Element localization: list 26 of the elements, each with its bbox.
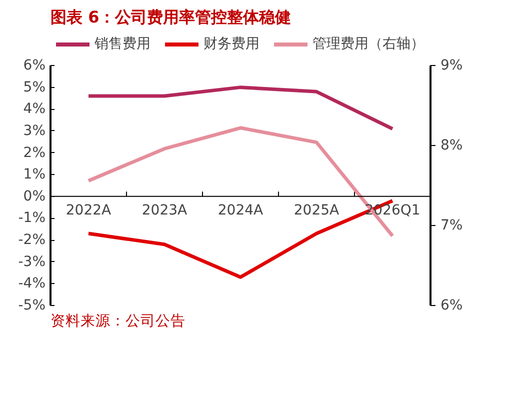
y2-tick-label: 7% (440, 218, 463, 234)
y-tick-label: 5% (23, 79, 46, 96)
y-tick-label: 3% (23, 122, 46, 139)
y-tick-label: -5% (18, 298, 46, 314)
legend-label: 财务费用 (204, 35, 260, 53)
y-tick-label: -1% (18, 210, 46, 226)
y-tick-label: 0% (23, 188, 46, 204)
line-series (86, 86, 394, 131)
chart-title: 图表 6：公司费用率管控整体稳健 (50, 8, 292, 26)
y-tick-label: 1% (23, 166, 46, 183)
x-tick-label: 2023A (142, 202, 188, 218)
y-tick-label: 2% (23, 144, 46, 161)
legend-label: 销售费用 (94, 35, 150, 53)
x-tick-label: 2025A (294, 202, 340, 218)
x-tick-label: 2022A (66, 202, 112, 218)
y-tick-label: -3% (18, 254, 46, 270)
y-tick-label: 4% (23, 101, 46, 118)
legend-label: 管理费用（右轴） (312, 35, 424, 53)
y2-tick-label: 9% (440, 58, 463, 74)
y-tick-label: 6% (23, 58, 46, 74)
y-tick-label: -2% (18, 232, 46, 248)
text: 资料来源：公司公告 (50, 312, 186, 330)
y2-tick-label: 8% (440, 138, 463, 154)
y-tick-label: -4% (18, 276, 46, 292)
y2-tick-label: 6% (440, 298, 463, 314)
x-tick-label: 2024A (218, 202, 264, 218)
